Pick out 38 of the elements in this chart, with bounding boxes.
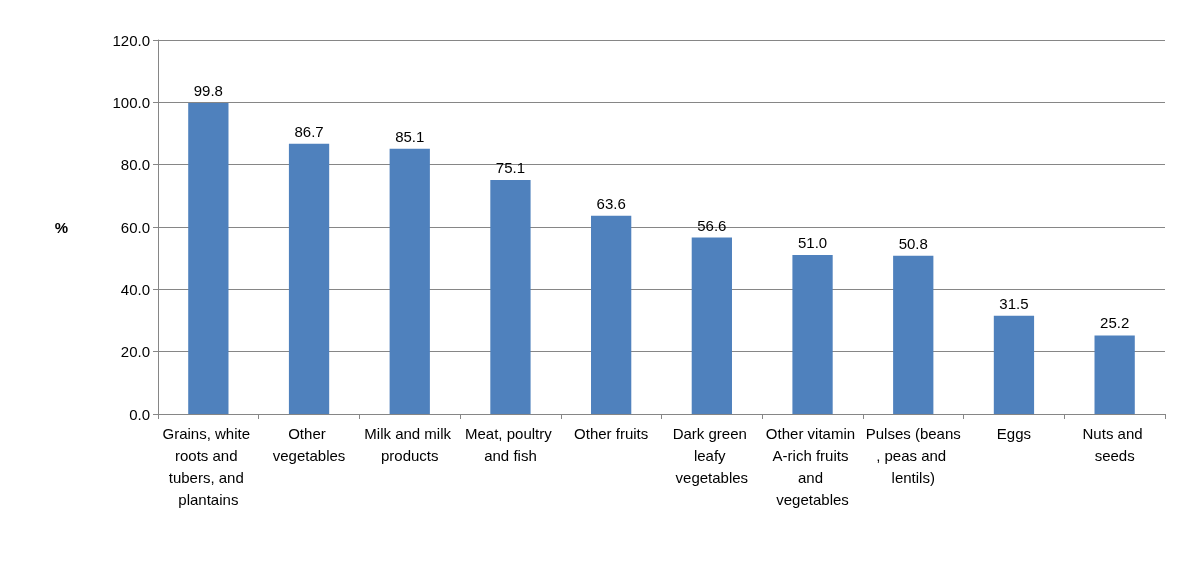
x-tick-label: Nuts and seeds [1082,424,1147,464]
data-label: 50.8 [898,234,928,252]
bar [1094,335,1135,414]
data-label: 75.1 [495,158,526,176]
x-tick-label: Other fruits [574,424,649,442]
bar [893,255,934,414]
data-label: 25.2 [1100,314,1130,332]
bar [993,315,1035,414]
y-tick-label: 120.0 [112,31,150,49]
data-label: 56.6 [697,216,727,234]
y-tick-label: 100.0 [112,93,150,111]
x-tick-label: Other vitamin A-rich fruits and vegetables [765,424,860,508]
y-tick-label: 80.0 [120,156,150,174]
data-label: 99.8 [193,81,223,99]
bar [691,237,732,414]
y-axis-title: % [54,218,68,236]
y-tick-label: 20.0 [120,343,150,361]
bar [288,143,330,414]
data-label: 63.6 [596,194,626,212]
x-tick-label: Dark green leafy vegetables [672,424,752,486]
bar [490,179,531,414]
x-tick-label: Other vegetables [272,424,346,464]
x-tick-label: Eggs [996,424,1032,442]
y-tick-label: 0.0 [129,405,150,423]
data-label: 31.5 [999,294,1029,312]
y-tick-label: 60.0 [120,218,150,236]
bar [389,148,430,414]
bar [591,215,632,414]
data-label: 85.1 [395,127,425,145]
bar [188,102,229,414]
x-tick-label: Grains, white roots and tubers, and plantains [162,424,255,508]
x-tick-label: Meat, poultry and fish [465,424,556,464]
x-tick-label: Milk and milk products [364,424,456,464]
data-label: 51.0 [797,234,828,252]
x-tick-label: Pulses (beans, peas and lentils) [865,424,961,486]
data-label: 86.7 [294,122,324,140]
bar [792,255,833,414]
y-tick-label: 40.0 [120,280,150,298]
